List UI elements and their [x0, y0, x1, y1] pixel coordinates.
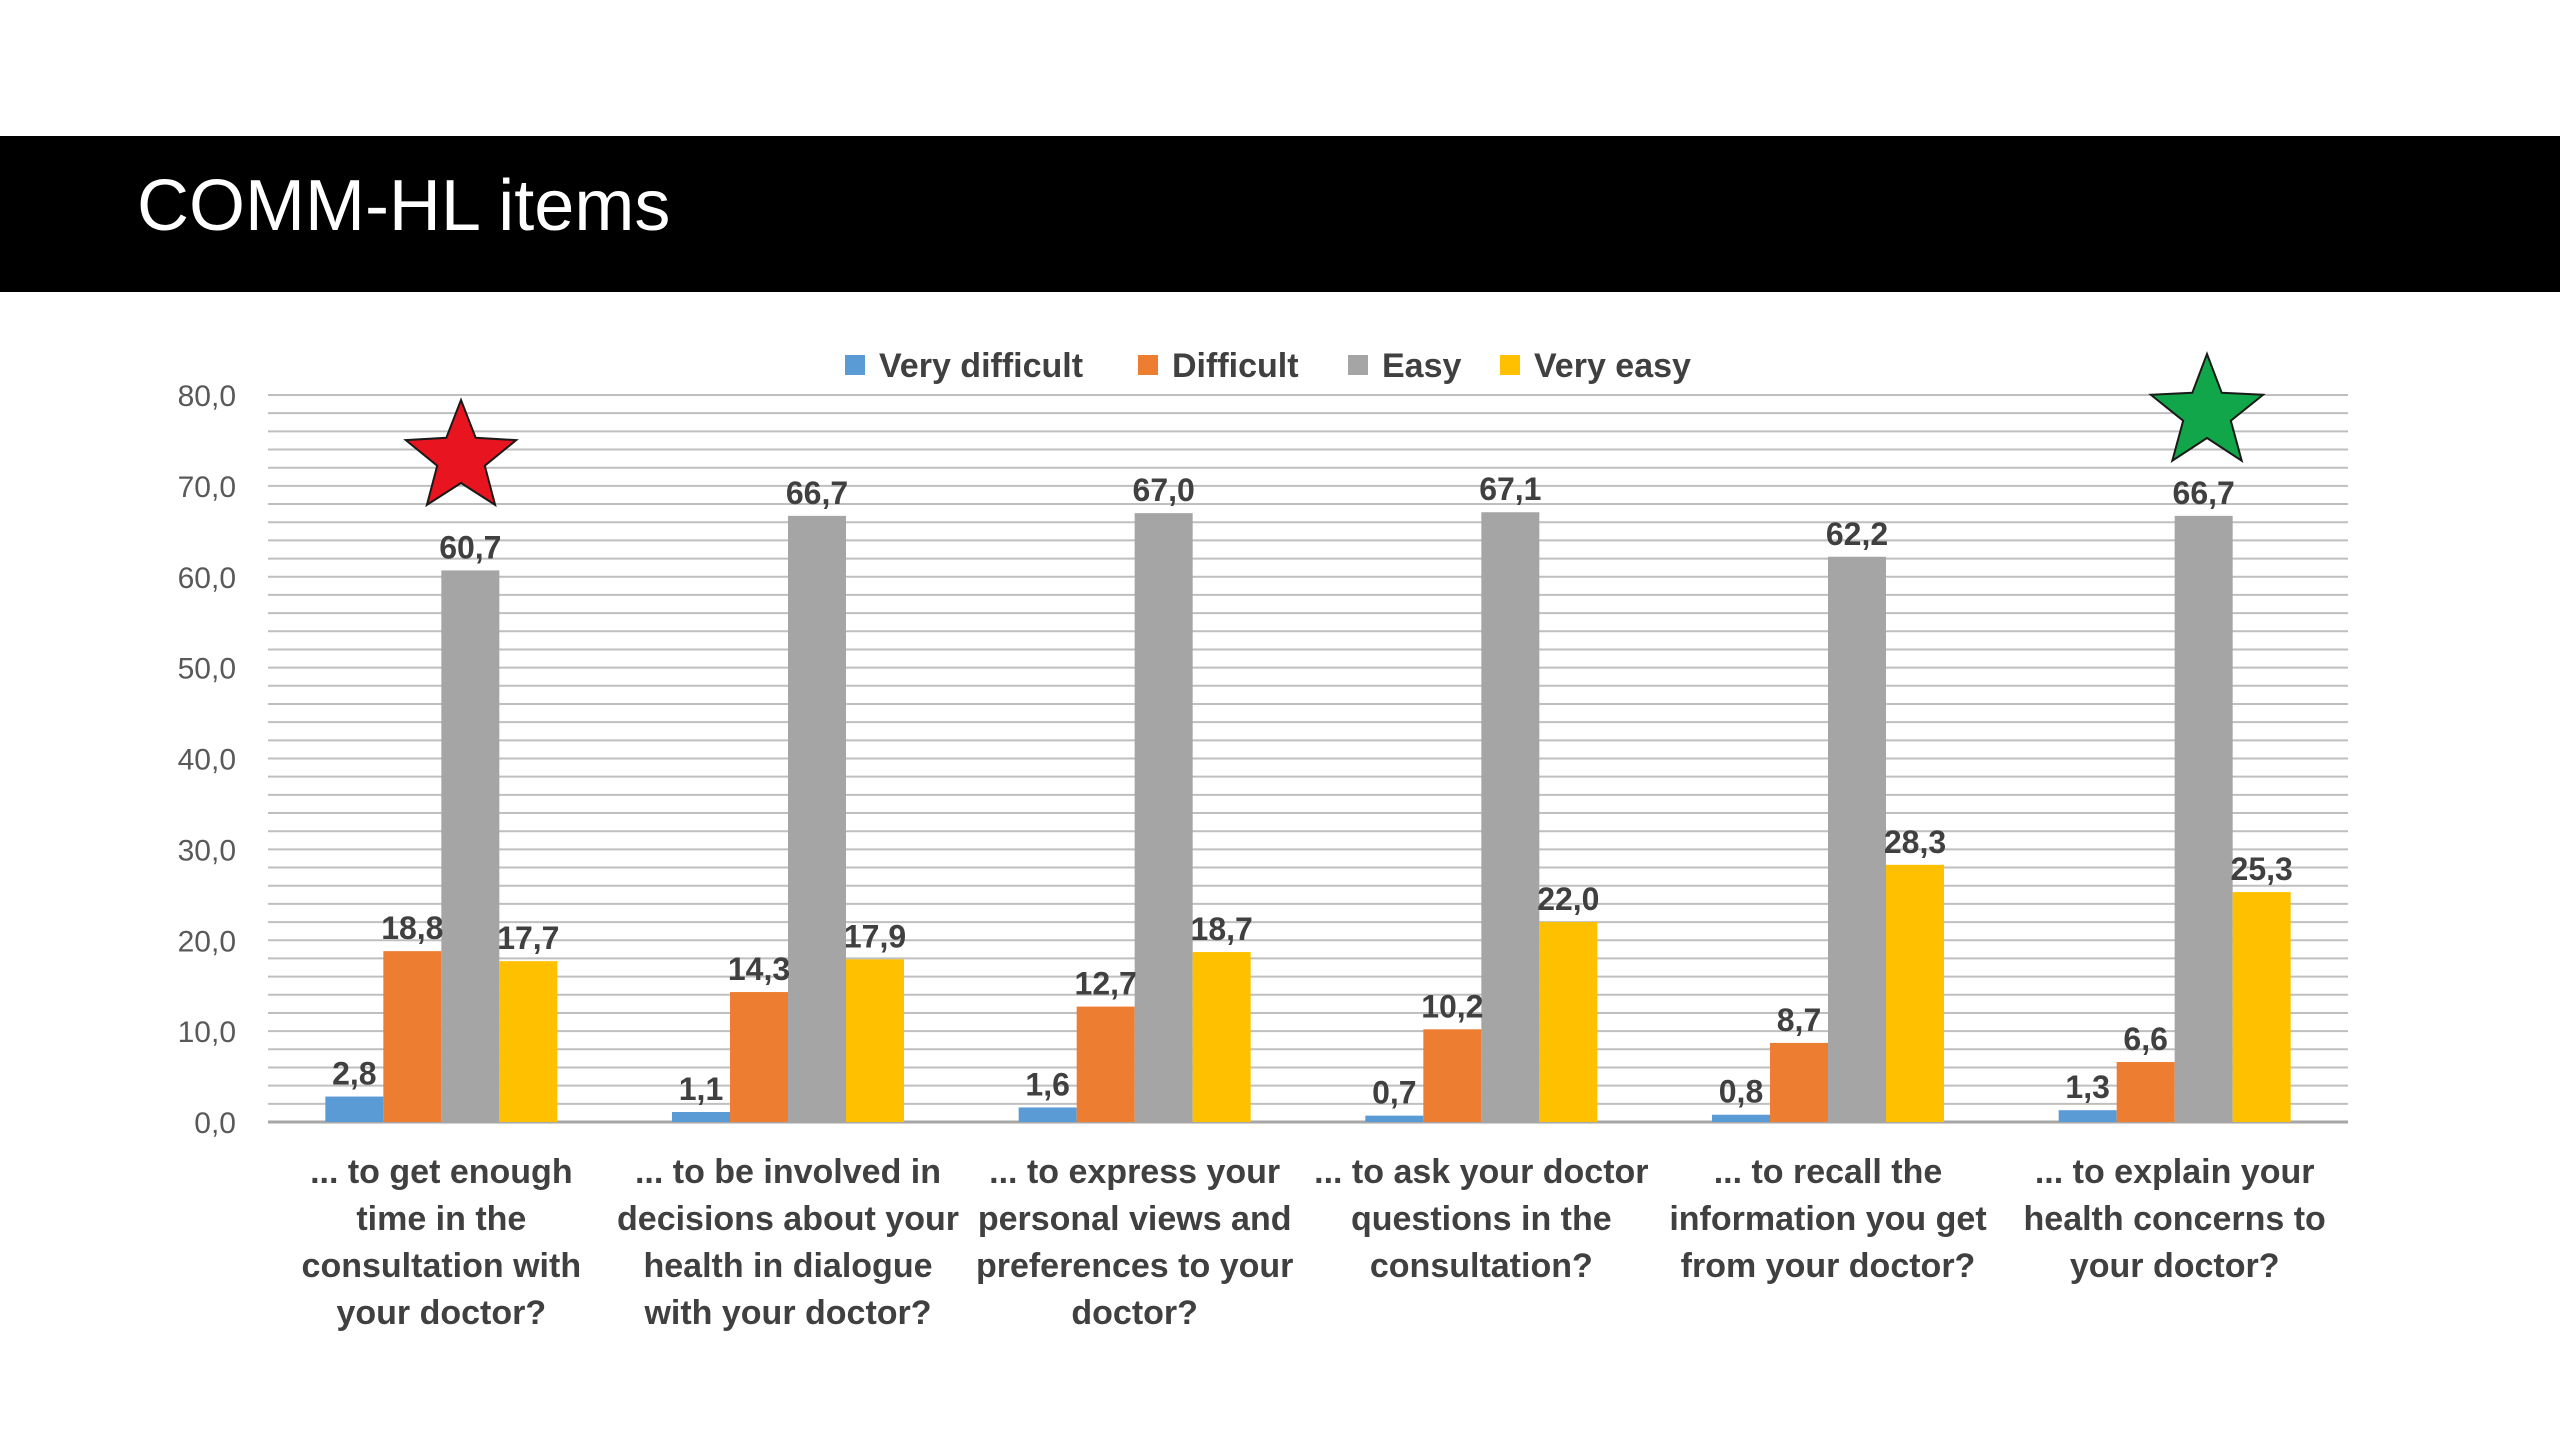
bar-very-difficult — [1712, 1114, 1770, 1122]
data-label: 67,1 — [1479, 471, 1541, 507]
y-tick-label: 70,0 — [178, 471, 236, 504]
data-label: 6,6 — [2123, 1021, 2167, 1057]
legend-item: Difficult — [1172, 347, 1299, 385]
bar-easy — [441, 570, 500, 1122]
x-category-label: health concerns to — [2024, 1200, 2326, 1238]
data-label: 60,7 — [439, 529, 501, 565]
x-category-label: doctor? — [1071, 1294, 1198, 1332]
x-category-label: with your doctor? — [643, 1294, 931, 1332]
data-label: 0,7 — [1372, 1075, 1416, 1111]
legend-swatch — [1348, 355, 1368, 375]
data-label: 0,8 — [1719, 1074, 1763, 1110]
bar-very-easy — [1192, 952, 1251, 1122]
data-label: 14,3 — [728, 951, 790, 987]
bar-very-difficult — [325, 1096, 384, 1122]
x-category-label: ... to recall the — [1714, 1153, 1943, 1191]
x-category-label: time in the — [356, 1200, 526, 1238]
data-label: 1,1 — [679, 1071, 723, 1107]
legend-item: Very difficult — [879, 347, 1083, 385]
data-label: 18,7 — [1191, 911, 1253, 947]
bar-very-easy — [2232, 892, 2291, 1122]
bar-easy — [1481, 512, 1540, 1122]
x-category-label: personal views and — [978, 1200, 1292, 1238]
y-tick-label: 0,0 — [194, 1107, 236, 1140]
data-label: 1,6 — [1025, 1066, 1069, 1102]
x-category-label: ... to be involved in — [635, 1153, 941, 1191]
x-category-label: ... to get enough — [310, 1153, 573, 1191]
data-label: 17,7 — [497, 920, 559, 956]
data-label: 8,7 — [1777, 1002, 1821, 1038]
x-category-label: your doctor? — [336, 1294, 546, 1332]
legend-swatch — [1138, 355, 1158, 375]
data-label: 1,3 — [2065, 1069, 2109, 1105]
bar-easy — [788, 515, 846, 1122]
data-label: 66,7 — [2173, 475, 2235, 511]
bar-easy — [1134, 513, 1193, 1122]
data-label: 66,7 — [786, 475, 848, 511]
bar-difficult — [1076, 1006, 1135, 1122]
red-star-icon — [403, 397, 519, 508]
bar-very-easy — [499, 961, 558, 1122]
bar-very-difficult — [1365, 1115, 1424, 1122]
bar-very-difficult — [1018, 1107, 1077, 1122]
x-category-label: ... to express your — [989, 1153, 1280, 1191]
data-label: 22,0 — [1537, 881, 1599, 917]
gridlines — [268, 394, 2348, 1124]
legend: Very difficult Difficult Easy Very easy — [845, 347, 1691, 385]
x-category-label: ... to explain your — [2035, 1153, 2315, 1191]
legend-item: Very easy — [1534, 347, 1691, 385]
x-category-label: from your doctor? — [1681, 1247, 1976, 1285]
y-tick-label: 10,0 — [178, 1016, 236, 1049]
x-category-label: ... to ask your doctor — [1314, 1153, 1648, 1191]
data-label: 67,0 — [1133, 472, 1195, 508]
x-category-label: questions in the — [1351, 1200, 1612, 1238]
legend-swatch — [845, 355, 865, 375]
green-star-icon — [2148, 351, 2266, 463]
title-band — [0, 136, 2560, 292]
bar-very-easy — [1886, 864, 1944, 1122]
y-tick-label: 60,0 — [178, 562, 236, 595]
x-category-label: health in dialogue — [643, 1247, 932, 1285]
bar-easy — [2174, 515, 2233, 1122]
bar-difficult — [1423, 1029, 1482, 1122]
bar-very-easy — [846, 959, 904, 1122]
data-label: 18,8 — [381, 910, 443, 946]
data-label: 28,3 — [1884, 824, 1946, 860]
y-axis-ticks: 0,0 10,0 20,0 30,0 40,0 50,0 60,0 70,0 80,0 — [178, 380, 236, 1140]
data-label: 10,2 — [1421, 988, 1483, 1024]
data-label: 17,9 — [844, 918, 906, 954]
data-label: 2,8 — [332, 1056, 376, 1092]
data-label: 12,7 — [1075, 966, 1137, 1002]
y-tick-label: 40,0 — [178, 744, 236, 777]
y-tick-label: 80,0 — [178, 380, 236, 413]
bar-very-difficult — [2058, 1110, 2117, 1122]
slide-title: COMM-HL items — [137, 166, 671, 246]
y-tick-label: 50,0 — [178, 653, 236, 686]
bars — [325, 512, 2291, 1122]
bar-difficult — [1770, 1042, 1828, 1122]
y-tick-label: 20,0 — [178, 925, 236, 958]
bar-difficult — [383, 951, 442, 1122]
legend-swatch — [1500, 355, 1520, 375]
legend-item: Easy — [1382, 347, 1461, 385]
x-category-label: consultation? — [1370, 1247, 1593, 1285]
annotations — [403, 351, 2266, 508]
x-category-label: decisions about your — [617, 1200, 959, 1238]
x-category-label: preferences to your — [976, 1247, 1293, 1285]
bar-difficult — [730, 992, 788, 1122]
bar-difficult — [2116, 1062, 2175, 1122]
bar-easy — [1828, 556, 1886, 1122]
x-axis-categories: ... to get enough time in the consultation… — [302, 1153, 2326, 1332]
x-category-label: consultation with — [302, 1247, 582, 1285]
x-category-label: your doctor? — [2070, 1247, 2280, 1285]
y-tick-label: 30,0 — [178, 834, 236, 867]
data-label: 62,2 — [1826, 516, 1888, 552]
bar-very-easy — [1539, 922, 1598, 1122]
data-label: 25,3 — [2231, 851, 2293, 887]
x-category-label: information you get — [1669, 1200, 1986, 1238]
bar-very-difficult — [672, 1112, 730, 1122]
data-labels: 2,8 18,8 60,7 17,7 1,1 14,3 66,7 17,9 1,6 12,7 67,… — [332, 471, 2293, 1110]
